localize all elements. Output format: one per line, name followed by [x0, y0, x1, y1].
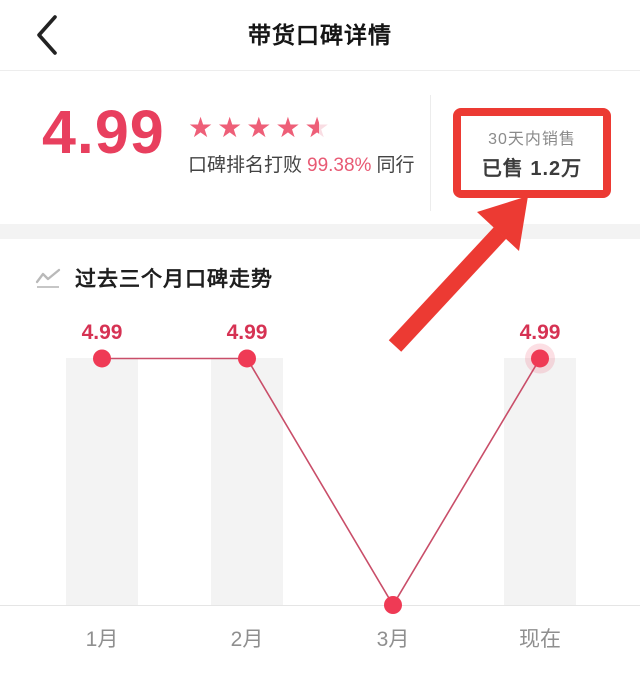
rank-text: 口碑排名打败 99.38% 同行: [188, 150, 414, 177]
half-star-icon: ★★: [304, 111, 334, 144]
back-button[interactable]: [30, 10, 64, 60]
page-title: 带货口碑详情: [248, 22, 392, 48]
star-icon: ★: [246, 112, 276, 143]
x-axis-label: 3月: [376, 628, 410, 651]
sales-annotation-box: 30天内销售 已售 1.2万: [453, 108, 611, 198]
section-separator: [0, 224, 640, 239]
x-axis-label: 2月: [230, 628, 264, 651]
star-rating: ★★★★★★: [188, 111, 334, 143]
chart-point: [93, 349, 111, 368]
sales-sold-value: 已售 1.2万: [481, 158, 583, 180]
chart-point: [531, 349, 549, 368]
line-chart-plot: 4.99 4.99 4.99 1月 2月 3月 现在: [0, 239, 640, 680]
x-axis-label: 1月: [85, 628, 119, 651]
x-axis-label: 现在: [519, 628, 561, 651]
trend-chart-card: 过去三个月口碑走势 4.99 4.99 4.99 1月 2月 3月 现在: [0, 239, 640, 680]
sales-period-label: 30天内销售: [488, 131, 576, 148]
x-axis-line: [0, 605, 640, 606]
chart-title: 过去三个月口碑走势: [75, 268, 273, 291]
point-value-label: 4.99: [81, 321, 123, 345]
vertical-divider: [430, 95, 431, 211]
point-value-label: 4.99: [519, 321, 561, 345]
star-icon: ★: [217, 112, 247, 143]
star-icon: ★: [275, 112, 305, 143]
chevron-left-icon: [37, 15, 57, 55]
chart-bar: [66, 358, 138, 605]
chart-point: [238, 349, 256, 368]
half-star-fill: ★: [304, 111, 319, 144]
rank-suffix: 同行: [376, 155, 415, 176]
rank-percent: 99.38%: [307, 155, 372, 176]
chart-point: [384, 596, 402, 614]
chart-title-row: 过去三个月口碑走势: [35, 263, 273, 293]
rank-prefix: 口碑排名打败: [188, 155, 303, 176]
trend-line-svg: [93, 343, 555, 614]
score-value: 4.99: [42, 98, 165, 166]
star-icon: ★: [188, 112, 218, 143]
point-value-label: 4.99: [226, 321, 268, 345]
trend-line-icon: [35, 268, 61, 288]
header: 带货口碑详情: [0, 0, 640, 71]
